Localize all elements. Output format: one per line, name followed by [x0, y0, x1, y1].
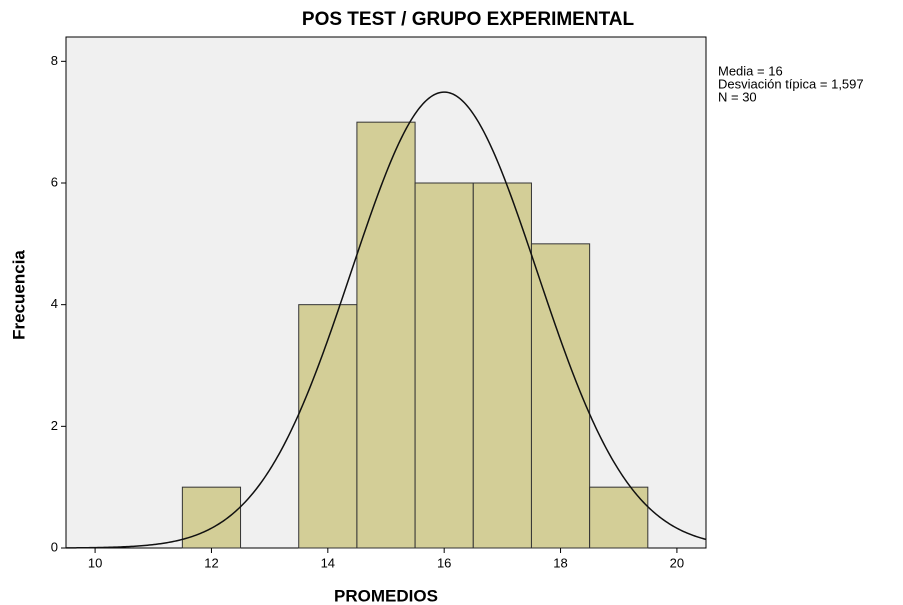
- y-tick-label: 6: [51, 174, 58, 189]
- bar: [356, 121, 416, 549]
- stat-sd: Desviación típica = 1,597: [718, 76, 864, 91]
- bar: [530, 243, 591, 549]
- bar: [589, 486, 649, 549]
- x-tick-label: 10: [88, 555, 102, 570]
- y-tick-label: 4: [51, 296, 58, 311]
- x-axis-title: PROMEDIOS: [334, 586, 438, 605]
- stat-n: N = 30: [718, 89, 757, 104]
- x-tick-label: 18: [553, 555, 567, 570]
- y-tick-label: 0: [51, 539, 58, 554]
- x-tick-label: 14: [321, 555, 335, 570]
- normal-curve: [66, 91, 707, 549]
- chart-title: POS TEST / GRUPO EXPERIMENTAL: [302, 9, 635, 30]
- x-tick-label: 20: [670, 555, 684, 570]
- stat-mean: Media = 16: [718, 63, 783, 78]
- bar: [181, 486, 242, 549]
- x-tick-label: 16: [437, 555, 451, 570]
- bar: [472, 182, 532, 549]
- x-tick-label: 12: [204, 555, 218, 570]
- y-axis-title: Frecuencia: [9, 250, 28, 340]
- bar: [414, 182, 474, 549]
- y-tick-label: 2: [51, 418, 58, 433]
- y-tick-label: 8: [51, 53, 58, 68]
